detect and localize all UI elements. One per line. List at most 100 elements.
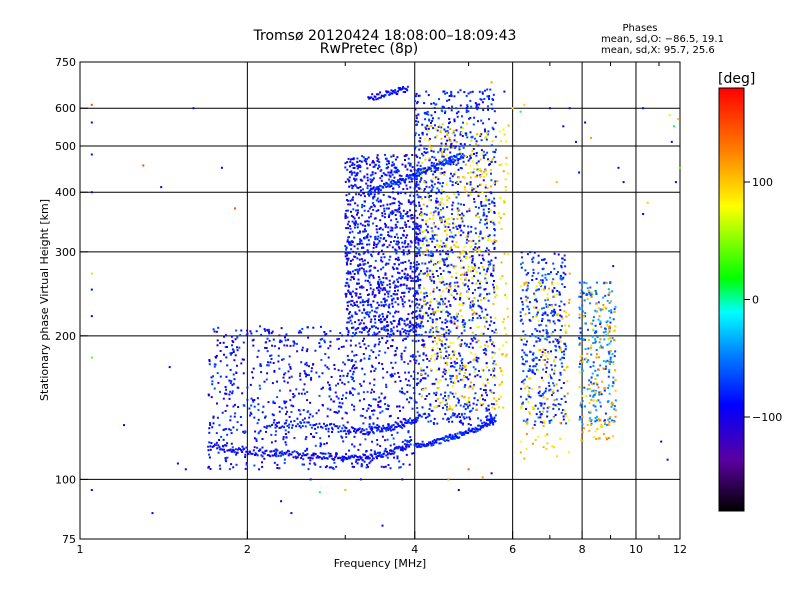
data-point <box>462 302 465 305</box>
data-point <box>490 185 492 188</box>
data-point <box>403 322 406 325</box>
data-point <box>376 154 379 157</box>
data-point <box>396 325 398 328</box>
data-point <box>357 305 360 308</box>
data-point <box>467 405 469 408</box>
data-point <box>355 460 358 463</box>
data-point <box>604 327 607 330</box>
data-point <box>608 327 610 330</box>
data-point <box>455 107 458 110</box>
data-point <box>324 333 327 336</box>
data-point <box>286 344 289 347</box>
data-point <box>501 344 504 347</box>
data-point <box>451 392 454 395</box>
data-point <box>538 386 541 389</box>
data-point <box>430 409 433 412</box>
data-point <box>491 126 494 129</box>
data-point <box>359 322 362 325</box>
phases-title: Phases <box>622 23 657 34</box>
data-point <box>519 315 522 317</box>
data-point <box>476 164 479 167</box>
data-point <box>377 158 380 161</box>
data-point <box>386 160 389 163</box>
data-point <box>445 402 448 405</box>
data-point <box>396 278 399 281</box>
data-point <box>398 258 401 261</box>
data-point <box>602 433 605 435</box>
data-point <box>544 285 547 288</box>
data-point <box>408 326 411 329</box>
data-point <box>366 390 369 393</box>
data-point <box>540 285 543 288</box>
data-point <box>358 309 361 312</box>
data-point <box>361 428 364 431</box>
data-point <box>427 413 430 416</box>
data-point <box>413 392 416 395</box>
data-point <box>367 233 369 236</box>
data-point <box>363 398 366 401</box>
data-point <box>532 317 535 320</box>
data-point <box>557 319 560 322</box>
data-point <box>402 234 405 237</box>
data-point <box>230 352 233 355</box>
data-point <box>488 118 490 121</box>
data-point <box>610 340 612 343</box>
data-point <box>377 428 380 431</box>
data-point <box>559 309 562 311</box>
data-point <box>353 380 355 383</box>
data-point <box>253 416 256 419</box>
data-point <box>411 177 414 180</box>
data-point <box>423 147 426 150</box>
data-point <box>268 332 271 335</box>
data-point <box>386 316 388 319</box>
data-point <box>351 295 353 298</box>
data-point <box>456 292 459 295</box>
data-point <box>411 316 414 319</box>
data-point <box>468 256 471 259</box>
data-point <box>357 319 360 322</box>
data-point <box>442 259 445 262</box>
data-point <box>555 349 558 352</box>
data-point <box>374 294 376 297</box>
data-point <box>403 447 406 450</box>
data-point <box>553 372 556 375</box>
data-point <box>399 227 402 230</box>
data-point <box>448 229 451 232</box>
data-point <box>409 436 412 439</box>
data-point <box>240 449 243 452</box>
data-point <box>320 425 322 428</box>
data-point <box>416 216 419 219</box>
data-point <box>563 350 565 353</box>
data-point <box>373 296 376 298</box>
data-point <box>256 422 259 425</box>
data-point <box>317 409 320 412</box>
data-point <box>414 355 417 358</box>
data-point <box>493 246 496 249</box>
data-point <box>366 311 369 314</box>
data-point <box>373 384 376 387</box>
data-point <box>314 349 317 352</box>
data-point <box>210 442 213 445</box>
data-point <box>245 462 248 464</box>
data-point <box>275 430 278 433</box>
data-point <box>460 266 463 269</box>
data-point <box>433 438 436 441</box>
data-point <box>223 335 225 338</box>
data-point <box>586 297 589 300</box>
data-point <box>408 225 411 228</box>
data-point <box>489 88 492 91</box>
data-point <box>416 317 419 320</box>
data-point <box>219 350 222 352</box>
data-point <box>427 253 430 256</box>
data-point <box>209 445 212 448</box>
data-point <box>245 463 248 466</box>
data-point <box>371 255 373 258</box>
data-point <box>431 188 434 191</box>
data-point <box>560 315 563 318</box>
data-point <box>370 205 373 208</box>
data-point <box>414 132 417 135</box>
data-point <box>591 328 594 331</box>
data-point <box>440 126 443 129</box>
data-point <box>493 228 496 230</box>
data-point <box>423 188 426 190</box>
